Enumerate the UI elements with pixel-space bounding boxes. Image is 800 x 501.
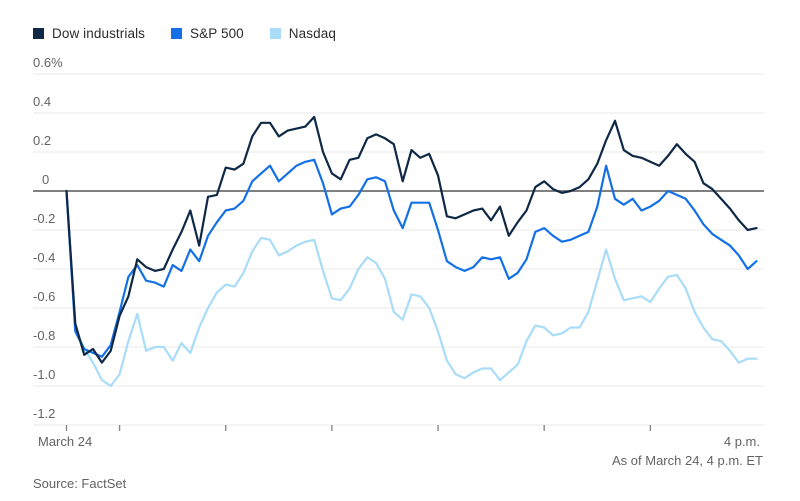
legend-item-dow: Dow industrials bbox=[33, 26, 145, 41]
legend-label-dow: Dow industrials bbox=[52, 26, 146, 41]
legend: Dow industrials S&P 500 Nasdaq bbox=[33, 26, 336, 41]
y-tick-label: -0.6 bbox=[33, 289, 56, 304]
x-axis-end-label: 4 p.m. bbox=[723, 434, 760, 449]
y-tick-label: 0.4 bbox=[33, 94, 52, 109]
y-tick-label: -0.8 bbox=[33, 328, 56, 343]
legend-item-sp500: S&P 500 bbox=[171, 26, 244, 41]
source-note: Source: FactSet bbox=[33, 476, 127, 491]
legend-label-sp500: S&P 500 bbox=[190, 26, 244, 41]
y-tick-label: -1.0 bbox=[33, 367, 56, 382]
x-axis-start-label: March 24 bbox=[38, 434, 93, 449]
nasdaq-swatch-icon bbox=[269, 28, 281, 39]
as-of-note: As of March 24, 4 p.m. ET bbox=[612, 453, 763, 468]
legend-label-nasdaq: Nasdaq bbox=[288, 26, 336, 41]
y-tick-label: -0.2 bbox=[33, 211, 56, 226]
y-tick-label: -1.2 bbox=[33, 406, 56, 421]
sp500-swatch-icon bbox=[171, 28, 183, 39]
y-tick-label: 0 bbox=[42, 172, 50, 187]
y-tick-label: 0.6% bbox=[33, 55, 63, 70]
dow-swatch-icon bbox=[33, 28, 44, 39]
legend-item-nasdaq: Nasdaq bbox=[269, 26, 336, 41]
y-tick-label: 0.2 bbox=[33, 133, 52, 148]
y-tick-label: -0.4 bbox=[33, 250, 56, 265]
